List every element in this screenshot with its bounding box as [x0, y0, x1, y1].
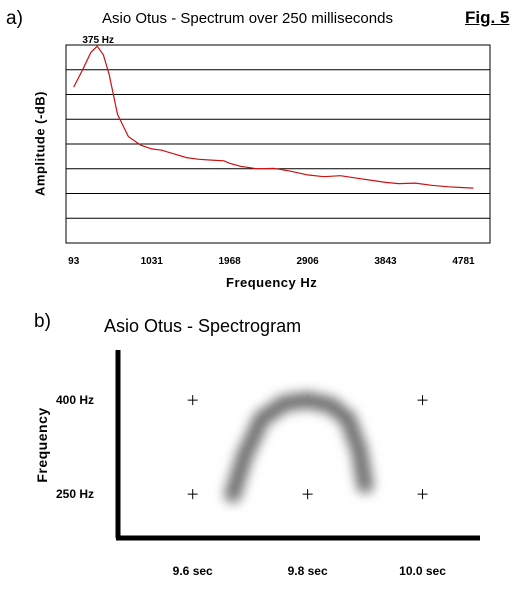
spectrum-x-tick-label: 4781 — [452, 256, 475, 267]
spectrogram-grid-cross — [417, 395, 428, 406]
spectrum-peak-annotation: 375 Hz — [82, 35, 114, 46]
figure-number: Fig. 5 — [465, 8, 510, 27]
panel-b-label: b) — [34, 311, 51, 332]
panel-a-label: a) — [6, 8, 23, 29]
spectrogram-x-tick-label: 9.8 sec — [288, 564, 328, 578]
spectrogram-title: Asio Otus - Spectrogram — [104, 316, 302, 336]
spectrogram-x-tick-label: 9.6 sec — [173, 564, 213, 578]
spectrum-x-tick-label: 93 — [68, 256, 80, 267]
spectrogram-grid-cross — [417, 489, 428, 500]
spectrogram-y-tick-label: 400 Hz — [56, 393, 94, 407]
spectrogram-grid-cross — [187, 395, 198, 406]
spectrum-title: Asio Otus - Spectrum over 250 millisecon… — [102, 10, 393, 27]
spectrum-x-tick-label: 1968 — [218, 256, 241, 267]
spectrum-x-axis-title: Frequency Hz — [226, 275, 318, 290]
spectrum-series-line — [73, 45, 474, 189]
spectrogram-x-tick-label: 10.0 sec — [399, 564, 446, 578]
spectrogram-energy-trace — [228, 395, 370, 499]
spectrum-x-tick-label: 3843 — [374, 256, 397, 267]
spectrum-x-tick-label: 2906 — [296, 256, 319, 267]
spectrogram-grid-cross — [187, 489, 198, 500]
spectrogram-y-tick-label: 250 Hz — [56, 487, 94, 501]
spectrum-x-tick-label: 1031 — [141, 256, 164, 267]
spectrogram-grid-cross — [302, 489, 313, 500]
